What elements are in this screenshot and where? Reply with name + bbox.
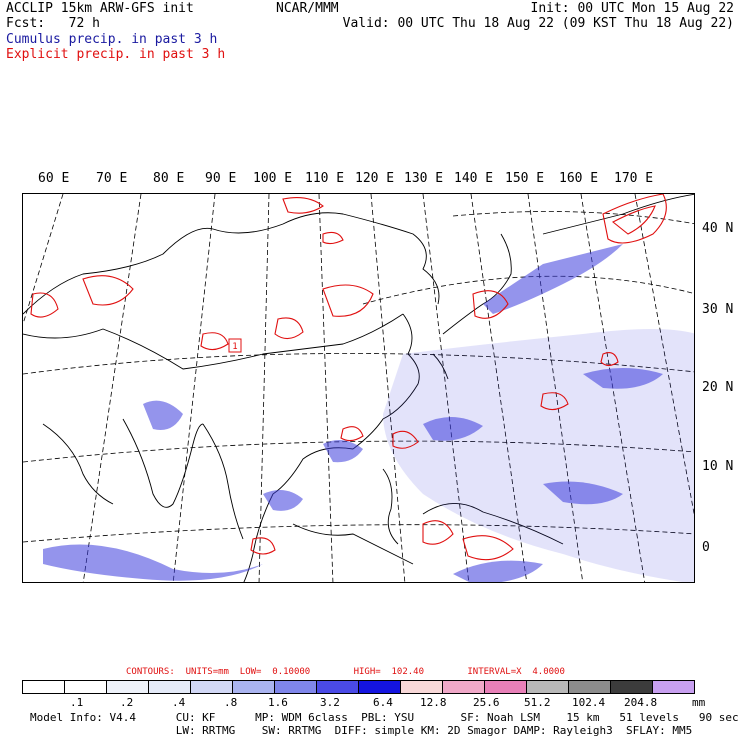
- graticule: [23, 194, 694, 582]
- colorbar-swatch: [653, 681, 694, 693]
- tick-label: .4: [172, 696, 186, 709]
- lon-label-170e: 170 E: [614, 171, 654, 186]
- lon-label-110e: 110 E: [305, 171, 345, 186]
- lat-label-20n: 20 N: [702, 380, 734, 395]
- init-time: Init: 00 UTC Mon 15 Aug 22: [530, 1, 735, 16]
- lat-label-30n: 30 N: [702, 302, 734, 317]
- forecast-hour: Fcst: 72 h: [6, 16, 100, 31]
- colorbar-swatch: [527, 681, 569, 693]
- station-marker-label: 1: [232, 342, 237, 352]
- lon-label-150e: 150 E: [505, 171, 545, 186]
- colorbar-swatch: [611, 681, 653, 693]
- tick-label: .2: [120, 696, 134, 709]
- model-info-line2: LW: RRTMG SW: RRTMG DIFF: simple KM: 2D …: [30, 724, 693, 737]
- lon-label-120e: 120 E: [355, 171, 395, 186]
- model-info-line1: Model Info: V4.4 CU: KF MP: WDM 6class P…: [30, 711, 739, 724]
- lon-label-70e: 70 E: [96, 171, 128, 186]
- colorbar-swatch: [317, 681, 359, 693]
- colorbar-swatch: [275, 681, 317, 693]
- cumulus-legend: Cumulus precip. in past 3 h: [6, 32, 218, 47]
- colorbar-swatch: [485, 681, 527, 693]
- colorbar-swatch: [65, 681, 107, 693]
- contour-info: CONTOURS: UNITS=mm LOW= 0.10000 HIGH= 10…: [126, 667, 565, 677]
- tick-label: .1: [70, 696, 84, 709]
- tick-label: 6.4: [373, 696, 393, 709]
- explicit-precip: [30, 194, 667, 561]
- colorbar-swatch: [443, 681, 485, 693]
- lon-label-130e: 130 E: [404, 171, 444, 186]
- lon-label-160e: 160 E: [559, 171, 599, 186]
- tick-label: 3.2: [320, 696, 340, 709]
- lon-label-140e: 140 E: [454, 171, 494, 186]
- lat-label-10n: 10 N: [702, 459, 734, 474]
- center-label: NCAR/MMM: [276, 1, 339, 16]
- tick-label: 12.8: [420, 696, 447, 709]
- tick-label: 102.4: [572, 696, 606, 709]
- explicit-legend: Explicit precip. in past 3 h: [6, 47, 226, 62]
- colorbar-swatch: [569, 681, 611, 693]
- colorbar-swatch: [401, 681, 443, 693]
- tick-label: 25.6: [473, 696, 500, 709]
- lon-label-60e: 60 E: [38, 171, 70, 186]
- colorbar-units: mm: [692, 696, 706, 709]
- valid-time: Valid: 00 UTC Thu 18 Aug 22 (09 KST Thu …: [342, 16, 734, 31]
- lon-label-90e: 90 E: [205, 171, 237, 186]
- tick-label: 204.8: [624, 696, 658, 709]
- colorbar-swatch: [359, 681, 401, 693]
- colorbar-swatch: [191, 681, 233, 693]
- precip-map: 1: [22, 193, 695, 583]
- tick-label: 51.2: [524, 696, 551, 709]
- lat-label-40n: 40 N: [702, 221, 734, 236]
- colorbar-swatch: [23, 681, 65, 693]
- lon-label-100e: 100 E: [253, 171, 293, 186]
- lat-label-0: 0: [702, 540, 710, 555]
- color-bar: [22, 680, 695, 694]
- colorbar-swatch: [233, 681, 275, 693]
- coastlines: [23, 194, 694, 582]
- colorbar-swatch: [107, 681, 149, 693]
- tick-label: 1.6: [268, 696, 288, 709]
- model-title: ACCLIP 15km ARW-GFS init: [6, 1, 194, 16]
- cumulus-precip: [43, 244, 694, 582]
- lon-label-80e: 80 E: [153, 171, 185, 186]
- colorbar-swatch: [149, 681, 191, 693]
- station-marker: [228, 338, 242, 353]
- tick-label: .8: [224, 696, 238, 709]
